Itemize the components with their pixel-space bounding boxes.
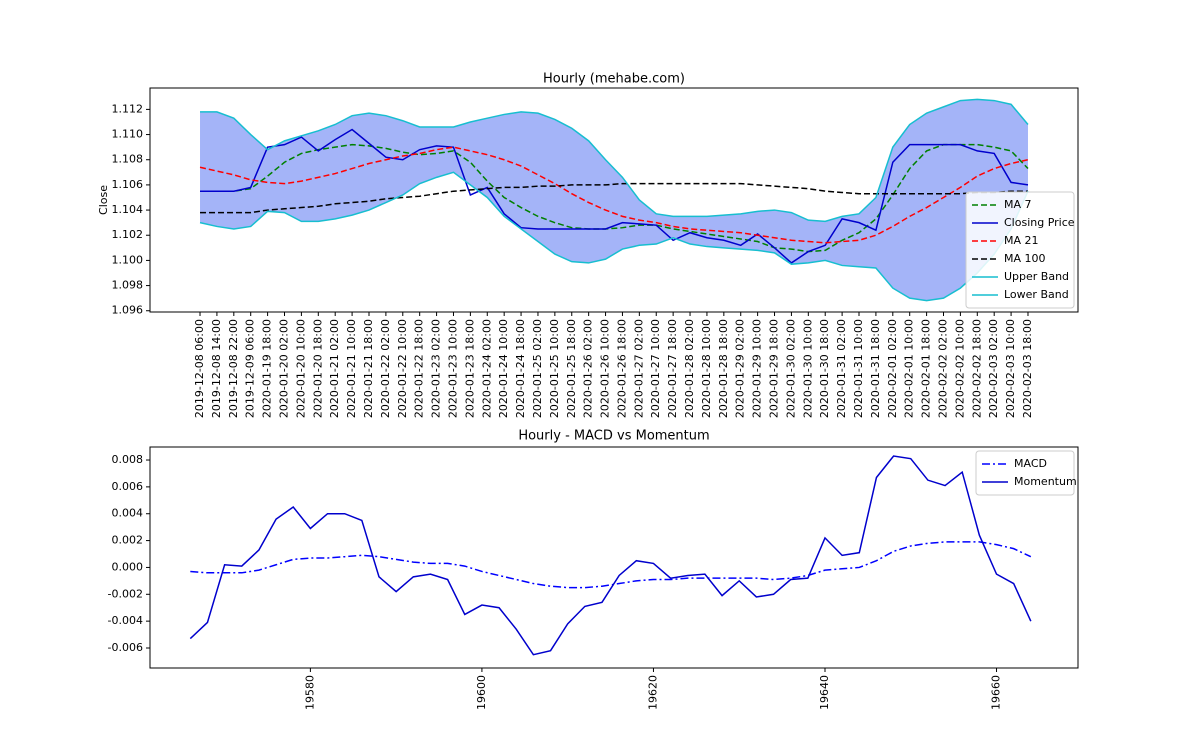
x-tick-label: 2020-01-21 10:00 xyxy=(345,319,358,418)
x-tick-label: 2020-01-24 02:00 xyxy=(480,319,493,418)
x-tick-label: 2020-02-01 02:00 xyxy=(886,319,899,418)
x-tick-label: 2020-01-25 18:00 xyxy=(565,319,578,418)
y-tick-label: -0.002 xyxy=(108,587,143,600)
x-tick-label: 2020-01-22 10:00 xyxy=(396,319,409,418)
x-tick-label: 2020-01-23 10:00 xyxy=(446,319,459,418)
y-tick-label: 1.102 xyxy=(112,228,144,241)
y-tick-label: 0.000 xyxy=(112,560,144,573)
x-tick-label: 2020-01-23 18:00 xyxy=(463,319,476,418)
series-line xyxy=(189,455,1032,656)
x-tick-label: 2020-01-29 02:00 xyxy=(734,319,747,418)
chart-title: Hourly - MACD vs Momentum xyxy=(518,429,709,444)
plot-frame xyxy=(149,87,1079,313)
legend-label: MA 21 xyxy=(1004,234,1039,247)
x-tick-label: 19660 xyxy=(990,675,1003,710)
x-tick-label: 2020-01-20 02:00 xyxy=(278,319,291,418)
x-tick-label: 2019-12-09 06:00 xyxy=(244,319,257,418)
x-tick-label: 2020-01-31 02:00 xyxy=(835,319,848,418)
x-tick-label: 2020-01-27 02:00 xyxy=(632,319,645,418)
x-tick-label: 2020-01-26 02:00 xyxy=(582,319,595,418)
legend-box xyxy=(975,450,1075,496)
legend-label: Upper Band xyxy=(1004,270,1069,283)
x-tick-label: 2020-02-02 02:00 xyxy=(936,319,949,418)
y-tick-label: 1.110 xyxy=(112,128,144,141)
x-tick-label: 2020-01-19 18:00 xyxy=(261,319,274,418)
x-tick-label: 2020-01-24 10:00 xyxy=(497,319,510,418)
y-tick-label: 1.108 xyxy=(112,153,144,166)
y-tick-label: 1.096 xyxy=(112,304,144,317)
x-tick-label: 2020-01-26 18:00 xyxy=(615,319,628,418)
legend-label: MA 7 xyxy=(1004,198,1032,211)
series-line xyxy=(199,171,1029,302)
x-tick-label: 2020-01-21 02:00 xyxy=(328,319,341,418)
x-tick-label: 2020-01-28 02:00 xyxy=(683,319,696,418)
y-tick-label: 1.106 xyxy=(112,178,144,191)
legend-label: MA 100 xyxy=(1004,252,1046,265)
series-line xyxy=(190,541,1032,589)
x-tick-label: 2020-01-30 10:00 xyxy=(801,319,814,418)
chart-title: Hourly (mehabe.com) xyxy=(543,72,685,87)
x-tick-label: 2020-01-27 10:00 xyxy=(649,319,662,418)
x-tick-label: 2020-02-01 10:00 xyxy=(903,319,916,418)
x-tick-label: 2020-01-20 10:00 xyxy=(294,319,307,418)
y-tick-label: 0.006 xyxy=(112,480,144,493)
x-tick-label: 2020-01-24 18:00 xyxy=(514,319,527,418)
y-tick-label: 1.104 xyxy=(112,203,144,216)
series-line xyxy=(200,98,1029,223)
x-tick-label: 2020-01-28 10:00 xyxy=(700,319,713,418)
y-tick-label: -0.006 xyxy=(108,641,143,654)
x-tick-label: 2020-01-27 18:00 xyxy=(666,319,679,418)
x-tick-label: 2020-01-21 18:00 xyxy=(362,319,375,418)
x-tick-label: 2019-12-08 22:00 xyxy=(227,319,240,418)
y-tick-label: 1.098 xyxy=(112,279,144,292)
x-tick-label: 2020-01-28 18:00 xyxy=(717,319,730,418)
y-axis-label: Close xyxy=(97,185,110,215)
x-tick-label: 2020-01-29 10:00 xyxy=(751,319,764,418)
x-tick-label: 2020-02-03 10:00 xyxy=(1004,319,1017,418)
y-tick-label: 0.008 xyxy=(112,453,144,466)
legend-box xyxy=(965,191,1075,309)
series-line xyxy=(200,143,1029,253)
x-tick-label: 2020-01-30 02:00 xyxy=(784,319,797,418)
x-tick-label: 19580 xyxy=(303,675,316,710)
x-tick-label: 2020-01-22 02:00 xyxy=(379,319,392,418)
x-tick-label: 2020-01-22 18:00 xyxy=(413,319,426,418)
plot-frame xyxy=(149,446,1079,669)
x-tick-label: 2020-01-29 18:00 xyxy=(768,319,781,418)
x-tick-label: 2020-01-31 18:00 xyxy=(869,319,882,418)
series-line xyxy=(200,182,1028,214)
legend-label: Lower Band xyxy=(1004,288,1069,301)
x-tick-label: 2020-01-25 02:00 xyxy=(531,319,544,418)
x-tick-label: 2020-01-25 10:00 xyxy=(548,319,561,418)
legend-label: Closing Price xyxy=(1004,216,1075,229)
x-tick-label: 2020-02-02 18:00 xyxy=(970,319,983,418)
y-tick-label: 1.100 xyxy=(112,253,144,266)
x-tick-label: 19640 xyxy=(818,675,831,710)
x-tick-label: 2019-12-08 14:00 xyxy=(210,319,223,418)
series-line xyxy=(199,146,1029,244)
x-tick-label: 19620 xyxy=(646,675,659,710)
series-line xyxy=(200,128,1029,264)
y-tick-label: 0.004 xyxy=(112,507,144,520)
x-tick-label: 2020-02-03 18:00 xyxy=(1021,319,1034,418)
x-tick-label: 2020-01-26 10:00 xyxy=(599,319,612,418)
x-tick-label: 2019-12-08 06:00 xyxy=(193,319,206,418)
x-tick-label: 2020-01-31 10:00 xyxy=(852,319,865,418)
x-tick-label: 2020-02-01 18:00 xyxy=(920,319,933,418)
legend-label: MACD xyxy=(1014,457,1047,470)
x-tick-label: 2020-02-02 10:00 xyxy=(953,319,966,418)
y-tick-label: 0.002 xyxy=(112,534,144,547)
x-tick-label: 2020-01-23 02:00 xyxy=(430,319,443,418)
x-tick-label: 2020-01-30 18:00 xyxy=(818,319,831,418)
y-tick-label: -0.004 xyxy=(108,614,143,627)
y-tick-label: 1.112 xyxy=(112,102,144,115)
x-tick-label: 2020-01-20 18:00 xyxy=(311,319,324,418)
x-tick-label: 2020-02-03 02:00 xyxy=(987,319,1000,418)
legend-label: Momentum xyxy=(1014,475,1077,488)
x-tick-label: 19600 xyxy=(475,675,488,710)
